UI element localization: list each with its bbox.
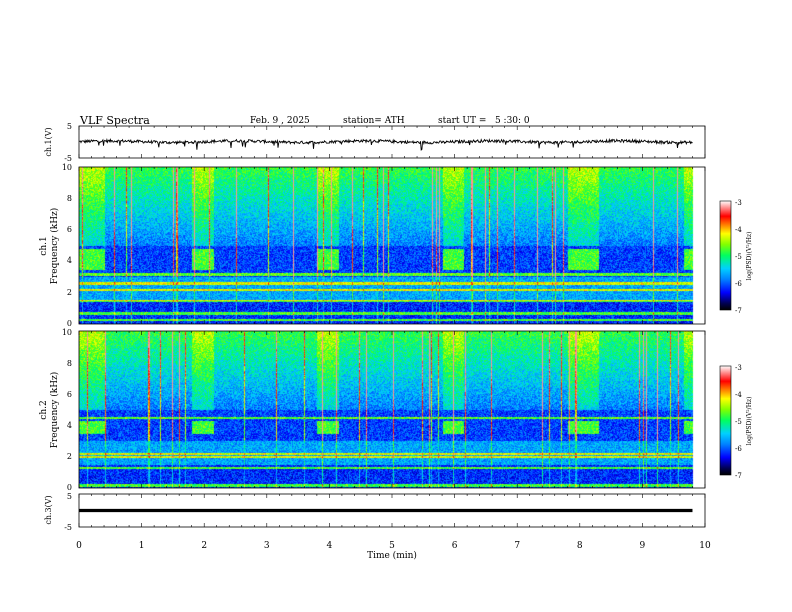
ch2-freq-tick-2: 2 [67, 452, 72, 461]
x-tick-label-5: 5 [389, 541, 395, 551]
ch3-ticks [78, 494, 706, 527]
ch2-colorbar: -3 -4 -5 -6 -7 log(PSD)(V²/Hz) [719, 364, 753, 480]
ch2-spectrogram-ylabel: Frequency (kHz) [49, 372, 60, 449]
ch3-ylabel: ch.3(V) [44, 495, 53, 524]
ch1-cbar-tick-m4: -4 [735, 226, 742, 234]
ch1-cbar-tick-m7: -7 [735, 307, 742, 315]
ch1-freq-tick-2: 2 [67, 288, 72, 297]
ch1-voltage-trace [78, 137, 693, 151]
x-axis-tick-labels: 0 1 2 3 4 5 6 7 8 9 10 [76, 541, 711, 551]
spectrogram-raster [79, 331, 705, 488]
ch2-spectrogram-ticks [78, 331, 706, 488]
ch2-freq-tick-10: 10 [62, 328, 72, 337]
ch1-spectrogram-ylabel: Frequency (kHz) [49, 208, 60, 285]
ch2-freq-tick-4: 4 [67, 421, 72, 430]
x-tick-label-3: 3 [264, 541, 270, 551]
chart-title: VLF Spectra [79, 114, 150, 127]
ch3-ytick-bottom: -5 [64, 523, 72, 532]
ch1-ticks [78, 126, 706, 158]
ch1-freq-tick-6: 6 [67, 225, 72, 234]
ch2-colorbar-label: log(PSD)(V²/Hz) [746, 397, 753, 446]
start-ut-label: start UT = 5 :30: 0 [438, 116, 530, 126]
ch2-cbar-tick-m5: -5 [735, 418, 742, 426]
ch1-waveform-panel: 5 -5 ch.1(V) [44, 122, 706, 163]
ch2-freq-tick-8: 8 [67, 359, 72, 368]
ch1-cbar-tick-m5: -5 [735, 253, 742, 261]
ch2-cbar-tick-m6: -6 [735, 445, 742, 453]
ch1-freq-tick-4: 4 [67, 256, 72, 265]
x-tick-label-8: 8 [577, 541, 583, 551]
x-tick-label-9: 9 [640, 541, 646, 551]
ch1-freq-tick-0: 0 [67, 319, 72, 328]
ch1-cbar-tick-m3: -3 [735, 199, 742, 207]
ch2-freq-tick-6: 6 [67, 390, 72, 399]
ch2-cbar-tick-m3: -3 [735, 364, 742, 372]
ch1-colorbar: -3 -4 -5 -6 -7 log(PSD)(V²/Hz) [719, 199, 753, 315]
ch1-colorbar-label: log(PSD)(V²/Hz) [746, 232, 753, 281]
ch3-waveform-panel: 5 -5 ch.3(V) [44, 492, 706, 532]
ch1-spectrogram-image [79, 167, 705, 324]
x-axis-label: Time (min) [367, 550, 417, 561]
x-tick-label-10: 10 [699, 541, 711, 551]
spectrogram-raster [79, 167, 705, 324]
ch1-ylabel: ch.1(V) [44, 127, 53, 156]
ch1-ytick-bottom: -5 [64, 154, 72, 163]
ch1-freq-tick-8: 8 [67, 194, 72, 203]
ch1-colorbar-scale [719, 200, 732, 311]
ch2-freq-tick-0: 0 [67, 483, 72, 492]
x-tick-label-4: 4 [327, 541, 333, 551]
ch1-ytick-top: 5 [67, 122, 72, 131]
ch1-spectrogram-channel-label: ch.1 [39, 236, 49, 255]
station-label: station= ATH [343, 116, 405, 126]
ch2-spectrogram-panel: 0 2 4 6 8 10 ch.2 Frequency (kHz) -3 -4 … [39, 328, 753, 492]
x-tick-label-7: 7 [514, 541, 520, 551]
x-tick-label-2: 2 [201, 541, 207, 551]
ch2-spectrogram-channel-label: ch.2 [39, 400, 49, 419]
x-tick-label-6: 6 [452, 541, 458, 551]
ch2-cbar-tick-m7: -7 [735, 472, 742, 480]
ch1-spectrogram-panel: 0 2 4 6 8 10 ch.1 Frequency (kHz) -3 -4 … [39, 163, 753, 328]
ch1-freq-tick-10: 10 [62, 163, 72, 172]
ch2-colorbar-scale [719, 365, 732, 476]
x-tick-label-1: 1 [139, 541, 145, 551]
ch1-spectrogram-ticks [78, 167, 706, 324]
date-label: Feb. 9 , 2025 [250, 116, 310, 126]
ch2-cbar-tick-m4: -4 [735, 391, 742, 399]
x-tick-label-0: 0 [76, 541, 82, 551]
ch3-ytick-top: 5 [67, 492, 72, 501]
ch2-spectrogram-image [79, 331, 705, 488]
ch1-cbar-tick-m6: -6 [735, 280, 742, 288]
